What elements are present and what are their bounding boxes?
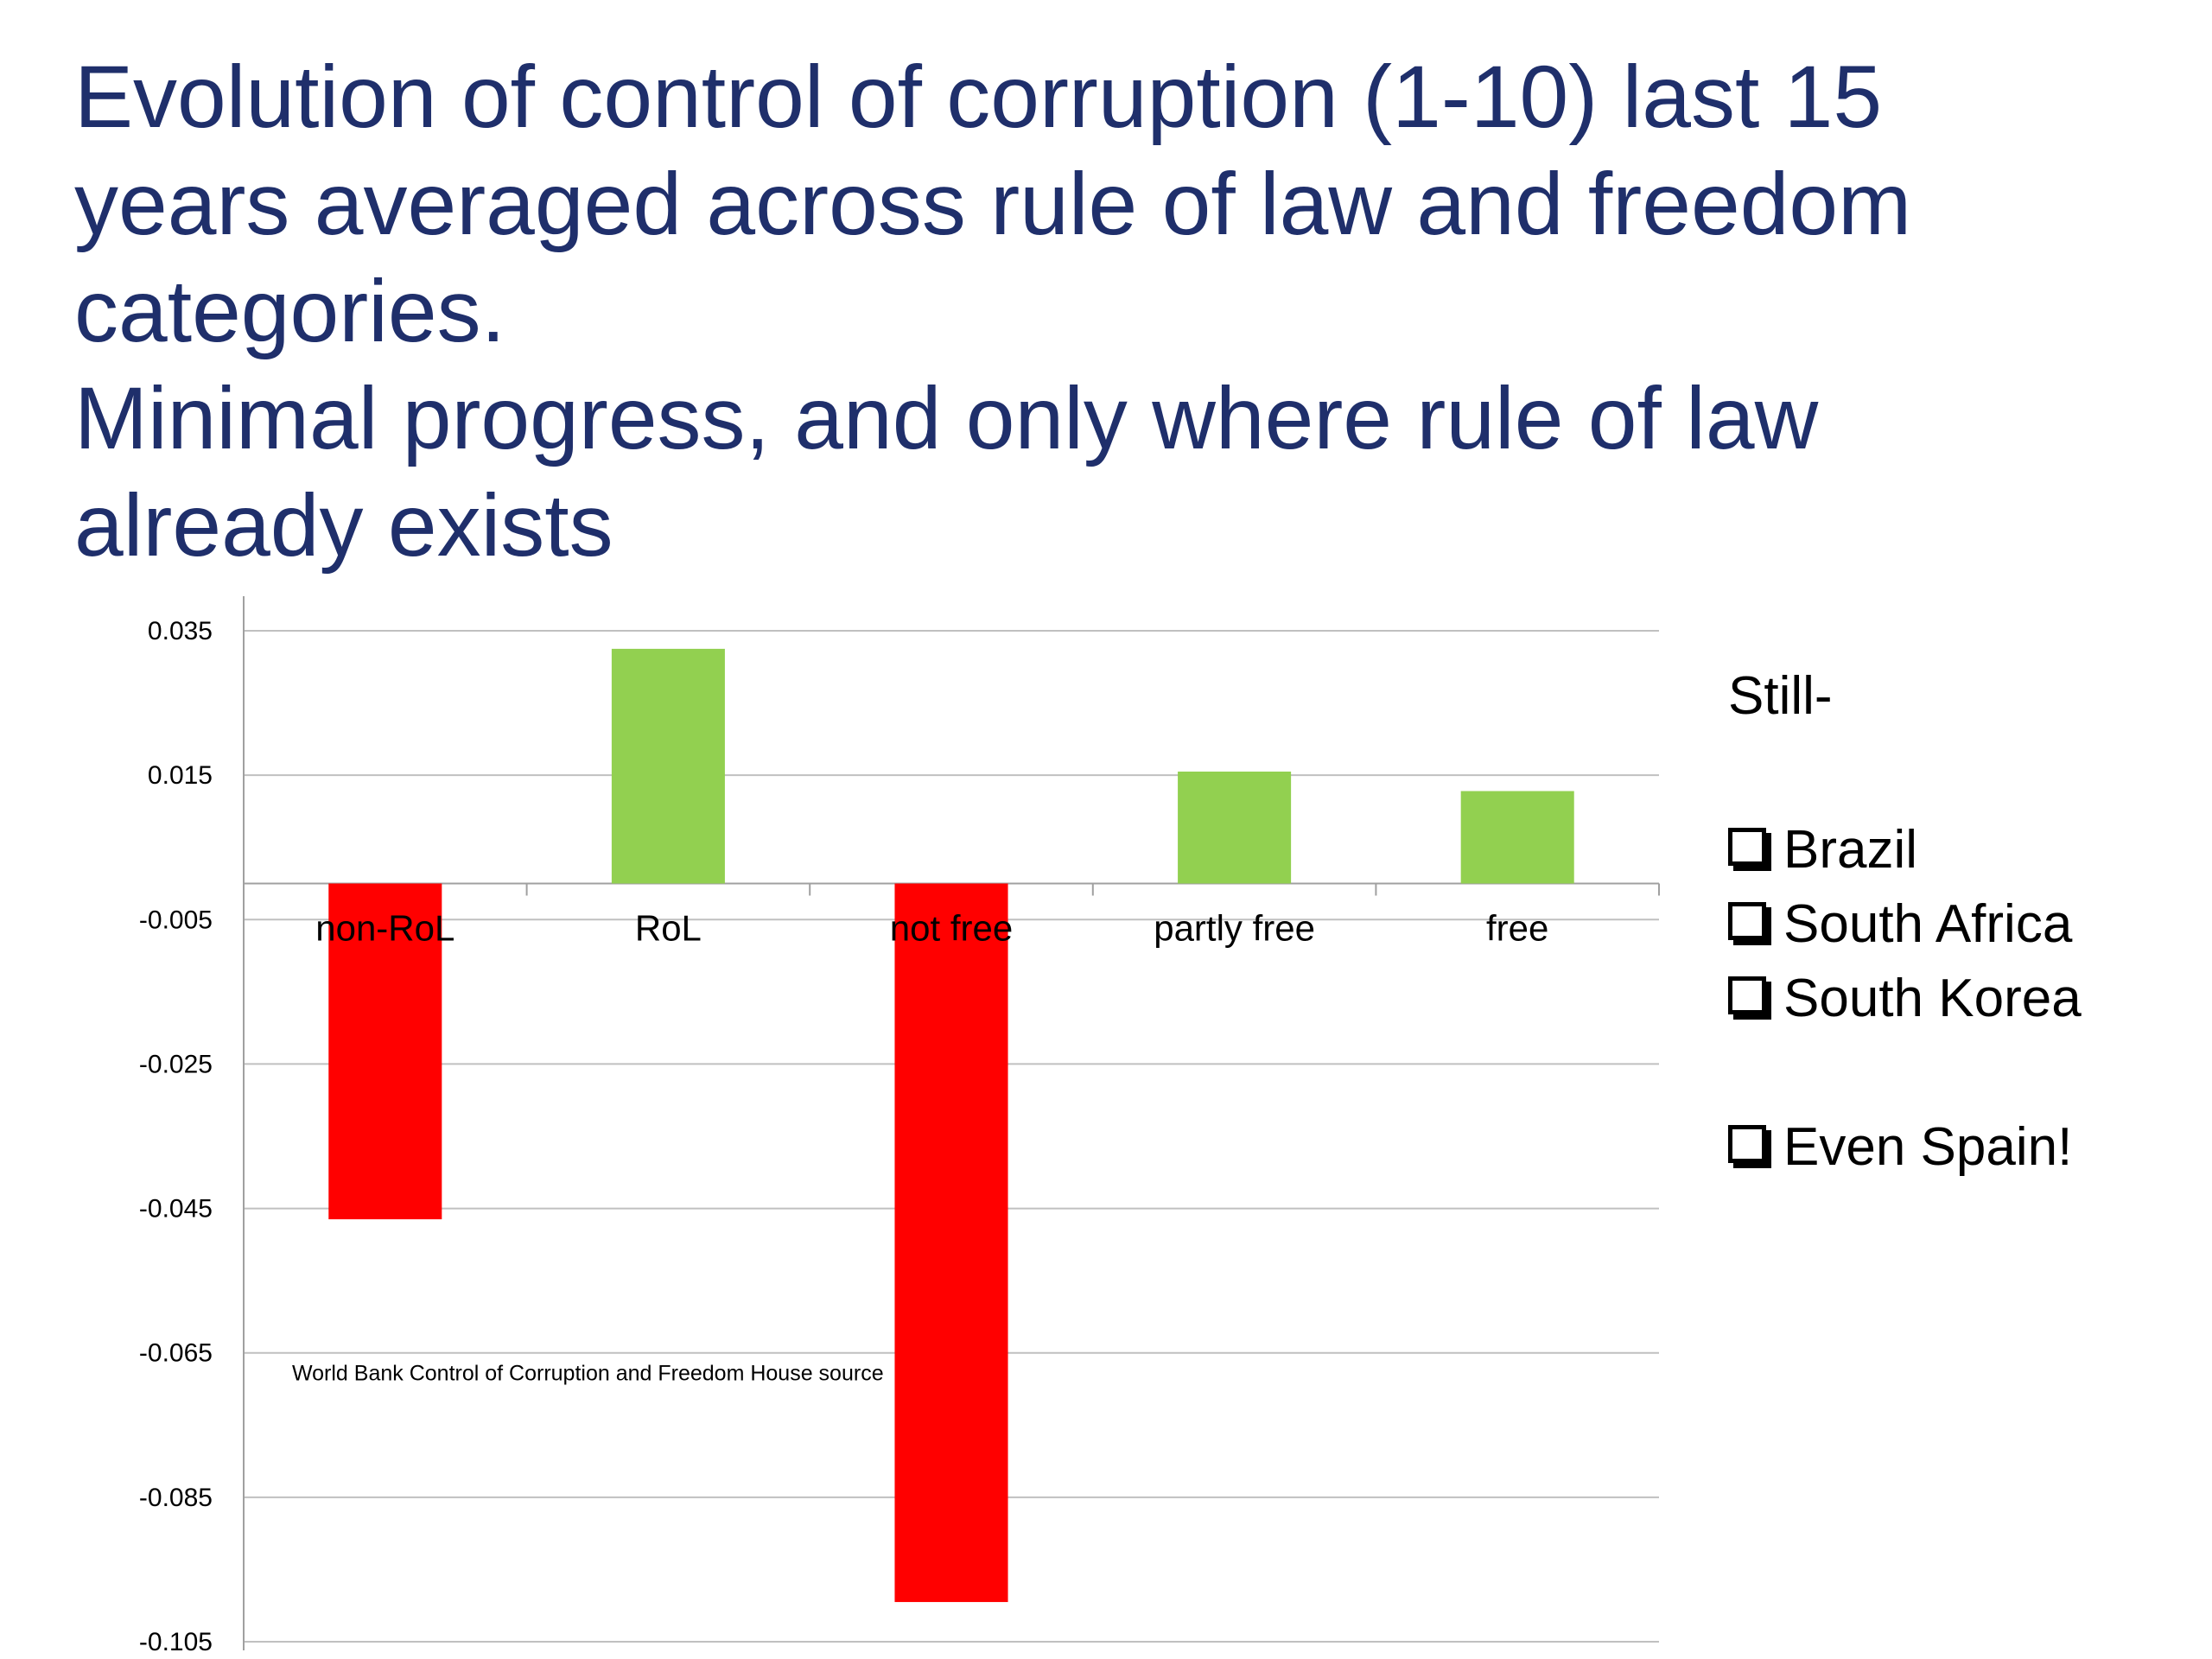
checkbox-icon [1728,1125,1766,1163]
side-note: Still- Brazil South Africa South Korea E… [1728,665,2082,1185]
country-item: Even Spain! [1728,1110,2082,1185]
country-label: South Africa [1783,894,2073,954]
side-note-heading: Still- [1728,666,1833,726]
bar-chart: 0.035 0.015 -0.005 -0.025 -0.045 -0.065 -0.085… [139,596,1660,1656]
y-tick-label: -0.005 [139,906,213,934]
category-label: free [1486,908,1548,949]
title-line: already exists [74,476,613,575]
category-label: RoL [635,908,702,949]
category-label: partly free [1154,908,1315,949]
source-note: World Bank Control of Corruption and Fre… [292,1361,884,1385]
title-line: Minimal progress, and only where rule of… [74,369,1819,467]
category-label: non-RoL [315,908,454,949]
bar [328,883,442,1220]
country-label: Brazil [1783,820,1918,880]
title-line: Evolution of control of corruption (1-10… [74,48,1883,146]
slide-title: Evolution of control of corruption (1-10… [74,43,2079,579]
title-line: categories. [74,262,505,360]
country-item: Brazil [1728,813,2082,887]
bar [1460,791,1574,884]
y-tick-label: -0.085 [139,1484,213,1512]
country-item: South Africa [1728,887,2082,962]
country-item: South Korea [1728,962,2082,1036]
bar [611,648,725,884]
checkbox-icon [1728,828,1766,866]
bar [1178,771,1292,884]
category-label: not free [890,908,1013,949]
country-label: South Korea [1783,969,2082,1028]
title-line: years averaged across rule of law and fr… [74,155,1912,253]
checkbox-icon [1728,976,1766,1014]
country-list: Brazil South Africa South Korea Even Spa… [1728,813,2082,1185]
y-tick-label: 0.015 [148,761,213,790]
y-tick-label: -0.065 [139,1339,213,1368]
y-tick-label: 0.035 [148,617,213,645]
country-label: Even Spain! [1783,1117,2073,1177]
bar-overlay [894,883,1008,1603]
y-tick-label: -0.025 [139,1050,213,1078]
checkbox-icon [1728,902,1766,940]
y-tick-label: -0.045 [139,1195,213,1224]
y-tick-label: -0.105 [139,1628,213,1656]
